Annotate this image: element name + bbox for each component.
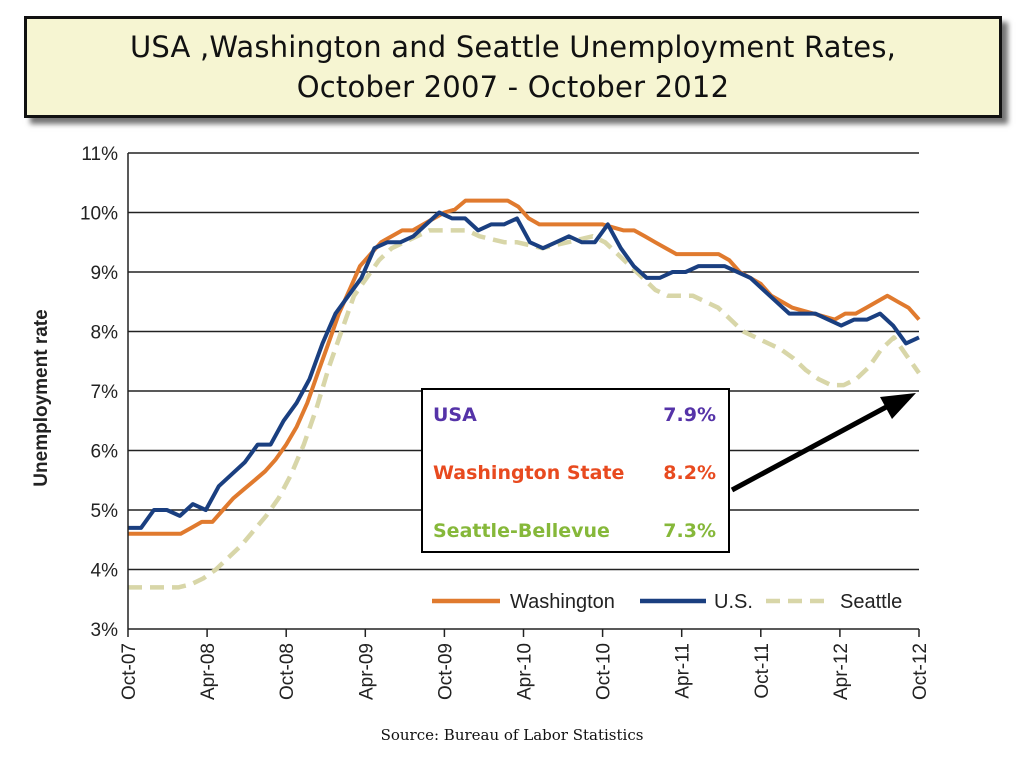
chart-title-line1: USA ,Washington and Seattle Unemployment…	[129, 30, 897, 64]
x-tick-label: Apr-11	[673, 643, 694, 699]
callout-row-usa: USA 7.9%	[433, 404, 716, 426]
chart-title-line2: October 2007 - October 2012	[296, 70, 730, 104]
y-tick-label: 4%	[91, 561, 119, 582]
legend-label: U.S.	[714, 591, 753, 613]
series-line-seattle	[128, 228, 921, 590]
x-tick-label: Oct-11	[752, 643, 773, 699]
callout-row-washington: Washington State 8.2%	[433, 462, 716, 484]
source-note: Source: Bureau of Labor Statistics	[380, 726, 644, 744]
x-tick-label: Apr-08	[198, 643, 219, 700]
y-axis-label: Unemployment rate	[31, 309, 52, 486]
current-rates-callout: USA 7.9% Washington State 8.2% Seattle-B…	[421, 388, 730, 553]
y-tick-label: 9%	[91, 263, 119, 284]
series-line-washington	[128, 198, 921, 536]
x-tick-label: Oct-07	[119, 643, 140, 700]
tick-labels: 3% 4% 5% 6% 7% 8% 9% 10% 11% Oct-07 Apr-08 Oct-08 Ap…	[80, 144, 931, 700]
legend-label: Seattle	[840, 591, 902, 613]
callout-value-washington: 8.2%	[663, 462, 716, 484]
callout-label-washington: Washington State	[433, 462, 625, 484]
callout-row-seattle: Seattle-Bellevue 7.3%	[433, 520, 716, 542]
title-banner: USA ,Washington and Seattle Unemployment…	[24, 16, 1002, 118]
axes	[127, 153, 920, 637]
y-tick-label: 6%	[91, 442, 119, 463]
callout-value-seattle: 7.3%	[663, 520, 716, 542]
y-tick-label: 7%	[91, 382, 119, 403]
x-tick-label: Apr-10	[515, 643, 536, 700]
legend: Washington U.S. Seattle	[432, 591, 902, 613]
x-tick-label: Oct-09	[435, 643, 456, 700]
x-tick-label: Apr-09	[356, 643, 377, 700]
x-tick-label: Oct-12	[910, 643, 931, 700]
x-tick-label: Apr-12	[831, 643, 852, 700]
y-tick-label: 11%	[81, 144, 118, 165]
legend-label: Washington	[510, 591, 615, 613]
callout-arrow	[730, 393, 916, 493]
x-tick-label: Oct-08	[277, 643, 298, 700]
y-tick-label: 5%	[91, 501, 119, 522]
y-tick-label: 3%	[91, 620, 119, 641]
callout-label-usa: USA	[433, 404, 477, 426]
callout-value-usa: 7.9%	[663, 404, 716, 426]
series-lines	[128, 198, 921, 590]
y-tick-label: 10%	[80, 204, 118, 225]
x-tick-label: Oct-10	[594, 643, 615, 700]
y-tick-label: 8%	[91, 323, 119, 344]
series-line-us	[128, 210, 920, 530]
callout-label-seattle: Seattle-Bellevue	[433, 520, 610, 542]
